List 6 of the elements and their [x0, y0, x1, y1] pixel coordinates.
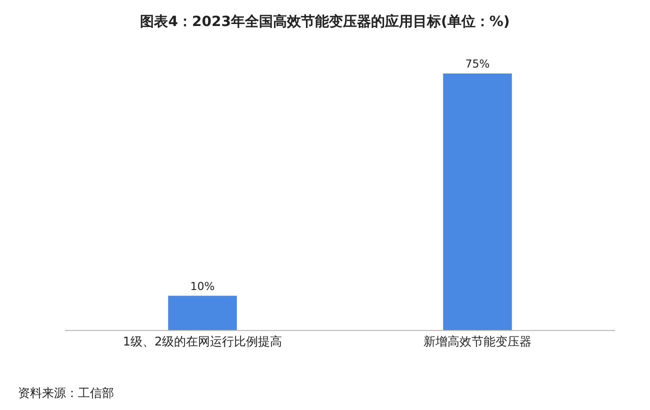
x-tick-label: 1级、2级的在网运行比例提高: [122, 334, 282, 348]
data-label: 75%: [465, 58, 490, 70]
data-label: 10%: [190, 280, 215, 293]
text: 资料来源：工信部: [18, 386, 114, 400]
x-tick-label: 新增高效节能变压器: [424, 334, 532, 348]
chart-title: 图表4：2023年全国高效节能变压器的应用目标(单位：%): [140, 13, 510, 30]
